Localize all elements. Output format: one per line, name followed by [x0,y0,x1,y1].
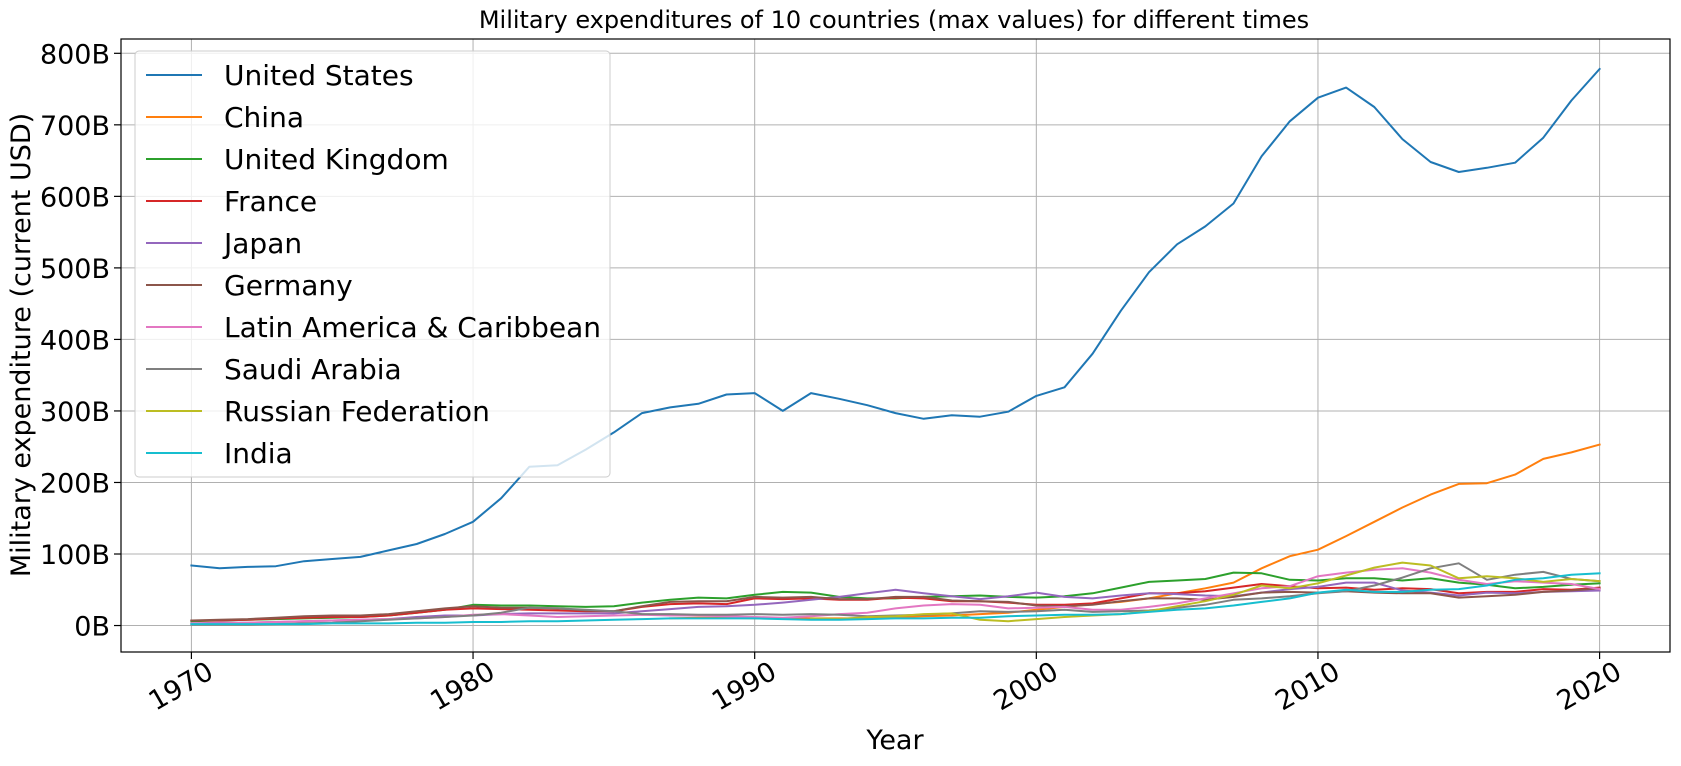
y-tick-label: 500B [40,254,110,285]
y-tick-label: 600B [40,182,110,213]
y-axis-title: Military expenditure (current USD) [6,113,37,577]
legend-item-russian-federation: Russian Federation [146,395,490,428]
legend-label: Russian Federation [224,395,490,428]
y-tick-label: 800B [40,39,110,70]
legend-item-germany: Germany [146,269,353,302]
series-line-japan [190,581,1601,625]
plot-frame [120,38,1671,653]
gridlines [121,39,1670,652]
y-tick-label: 400B [40,325,110,356]
legend: United States China United Kingdom France Ja… [134,50,611,478]
legend-item-saudi-arabia: Saudi Arabia [146,353,402,386]
legend-item-latin-america-caribbean: Latin America & Caribbean [146,311,601,344]
legend-label: France [224,185,317,218]
series-line-russian-federation [809,561,1601,623]
y-axis-ticks: 0B 100B 200B 300B 400B 500B 600B 700B 800B [40,39,121,643]
legend-item-china: China [146,101,304,134]
legend-item-japan: Japan [146,227,302,260]
legend-item-united-states: United States [146,59,414,92]
chart-title: Military expenditures of 10 countries (m… [479,6,1309,34]
y-tick-label: 300B [40,397,110,428]
legend-label: Japan [222,227,302,260]
legend-label: Saudi Arabia [224,353,402,386]
legend-item-india: India [146,437,293,470]
legend-item-united-kingdom: United Kingdom [146,143,449,176]
y-tick-label: 200B [40,468,110,499]
legend-label: United States [224,59,414,92]
y-tick-label: 700B [40,111,110,142]
y-tick-label: 0B [74,612,110,643]
series-line-india [190,572,1601,626]
legend-box [134,50,611,478]
series-lines [190,67,1602,626]
legend-item-france: France [146,185,317,218]
legend-label: Latin America & Caribbean [224,311,601,344]
legend-label: China [224,101,304,134]
y-tick-label: 100B [40,540,110,571]
legend-label: India [224,437,293,470]
x-axis-title: Year [865,725,924,756]
series-line-united-states [190,67,1602,570]
legend-label: United Kingdom [224,143,449,176]
legend-label: Germany [224,269,353,302]
